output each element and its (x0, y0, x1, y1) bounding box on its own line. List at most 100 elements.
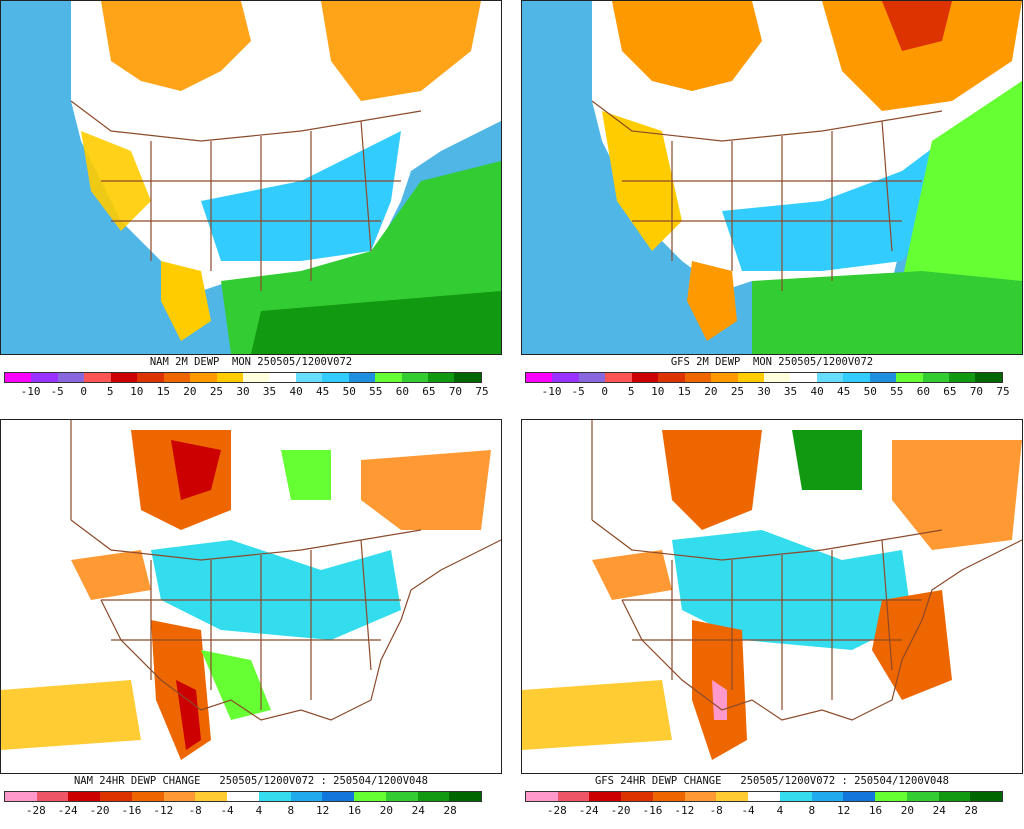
color-scale-tick-label: 12 (837, 804, 851, 817)
contour-orange-se (872, 590, 952, 700)
contour-yellow-pacific (1, 680, 141, 750)
contour-orange-west (592, 550, 672, 600)
contour-yellow-sw (161, 261, 211, 341)
contour-darkgreen-hudson (792, 430, 862, 490)
color-scale-segment (970, 792, 1003, 801)
contour-orange-northeast (822, 1, 1022, 111)
color-scale-segment (110, 373, 138, 382)
color-scale-segment (658, 373, 685, 382)
contour-orange-west (71, 550, 151, 600)
color-scale-segment (605, 373, 632, 382)
color-scale-segment (526, 373, 553, 382)
map-nam-change (0, 419, 502, 774)
color-scale-tick-label: 16 (347, 804, 362, 817)
color-scale-segment (84, 373, 111, 382)
color-scale-tick-label: 28 (443, 804, 457, 817)
color-scale-segment (552, 373, 579, 382)
color-scale-tick-label: 30 (757, 385, 771, 398)
color-scale-segment (322, 792, 355, 801)
color-scale-segment (137, 373, 164, 382)
color-scale-tick-label: -24 (57, 804, 78, 817)
color-scale-tick-label: -8 (188, 804, 202, 817)
color-scale-tick-label: -20 (610, 804, 631, 817)
color-scale-segment (631, 373, 659, 382)
contour-blue-central (151, 540, 401, 640)
color-scale-tick-label: -16 (121, 804, 142, 817)
color-scale-tick-label: 55 (369, 385, 383, 398)
color-scale-segment (163, 373, 191, 382)
color-scale-segment (385, 792, 418, 801)
political-borders (70, 100, 422, 291)
color-scale-segment (428, 373, 455, 382)
color-scale-tick-label: 25 (209, 385, 224, 398)
color-scale-segment (737, 373, 764, 382)
color-scale-segment (711, 373, 738, 382)
color-scale-segment (290, 792, 323, 801)
contour-red-sw (176, 680, 201, 750)
color-scale-segment (896, 373, 923, 382)
contour-blue-central (201, 131, 401, 261)
color-scale-tick-label: 0 (80, 385, 87, 398)
color-scale-tick-label: -28 (25, 804, 46, 817)
color-scale-segment (195, 792, 228, 801)
color-scale-segment (949, 373, 976, 382)
color-scale-bar (4, 791, 482, 802)
political-borders (591, 420, 1022, 721)
color-scale-tick-label: 4 (776, 804, 784, 817)
color-scale-segment (684, 373, 712, 382)
color-scale-segment (375, 373, 402, 382)
color-scale-segment (779, 792, 812, 801)
color-scale-segment (906, 792, 939, 801)
color-scale-segment (5, 792, 37, 801)
color-scale-segment (557, 792, 590, 801)
color-scale-tick-label: -12 (674, 804, 695, 817)
color-scale-segment (526, 792, 558, 801)
color-scale-tick-label: 65 (943, 385, 957, 398)
color-scale-segment (938, 792, 971, 801)
color-scale-segment (684, 792, 717, 801)
contour-green-gulf (752, 271, 1022, 354)
color-scale-tick-label: -24 (578, 804, 599, 817)
color-scale-ticks: -28 -24 -20 -16 -12 -8 -4 4 8 12 16 20 24 28 (4, 804, 482, 818)
color-scale-segment (227, 792, 259, 801)
color-scale-segment (578, 373, 606, 382)
color-scale-segment (790, 373, 817, 382)
color-scale-tick-label: 10 (651, 385, 665, 398)
contour-orange-north (101, 1, 251, 91)
contour-green-tx (201, 650, 271, 720)
color-scale-tick-label: 20 (704, 385, 718, 398)
color-scale-tick-label: -12 (153, 804, 174, 817)
color-scale-segment (652, 792, 685, 801)
color-scale-tick-label: 75 (996, 385, 1010, 398)
color-scale-segment (68, 792, 101, 801)
color-scale-segment (131, 792, 164, 801)
color-scale-segment (869, 373, 897, 382)
color-scale-tick-label: 12 (316, 804, 330, 817)
color-scale-segment (454, 373, 481, 382)
color-scale-tick-label: 25 (730, 385, 745, 398)
color-scale-bar (525, 372, 1003, 383)
panel-caption: GFS 2M DEWP MON 250505/1200V072 (670, 356, 874, 368)
color-scale-tick-label: 20 (183, 385, 197, 398)
color-scale-tick-label: 5 (106, 385, 114, 398)
color-scale-tick-label: 40 (289, 385, 303, 398)
color-scale-tick-label: 24 (932, 804, 946, 817)
color-scale-segment (843, 792, 876, 801)
panel-nam-change: NAM 24HR DEWP CHANGE 250505/1200V072 : 2… (0, 419, 502, 829)
color-scale-tick-label: 60 (916, 385, 930, 398)
color-scale-tick-label: -5 (50, 385, 64, 398)
contour-red-north (171, 440, 221, 500)
color-scale-tick-label: 50 (863, 385, 877, 398)
color-scale-tick-label: -28 (546, 804, 567, 817)
map-nam-dewp (0, 0, 502, 355)
color-scale-bar (525, 791, 1003, 802)
color-scale-tick-label: 50 (342, 385, 356, 398)
color-scale-bar (4, 372, 482, 383)
color-scale-tick-label: 16 (868, 804, 883, 817)
color-scale-ticks: -10 -5 0 5 10 15 20 25 30 35 40 45 50 55 60 65 70 75 (525, 385, 1010, 399)
color-scale-tick-label: 5 (627, 385, 635, 398)
color-scale-tick-label: 15 (156, 385, 170, 398)
color-scale-segment (258, 792, 291, 801)
contour-orange-ne (892, 440, 1022, 550)
color-scale-tick-label: 65 (422, 385, 436, 398)
